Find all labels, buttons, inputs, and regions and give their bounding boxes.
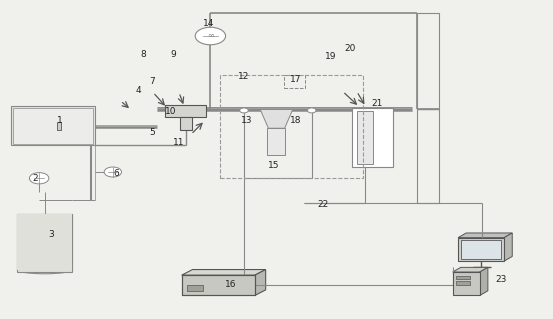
Bar (181, 275, 255, 295)
Polygon shape (458, 233, 512, 238)
Text: 16: 16 (225, 280, 236, 289)
Text: 13: 13 (241, 116, 252, 125)
Text: ∞: ∞ (207, 31, 214, 40)
Text: 22: 22 (317, 200, 328, 209)
Text: 21: 21 (371, 99, 383, 108)
Text: 12: 12 (238, 72, 249, 81)
Polygon shape (181, 270, 265, 275)
Bar (452, 272, 480, 295)
Text: 11: 11 (173, 138, 185, 147)
Polygon shape (480, 267, 488, 295)
Text: 19: 19 (325, 52, 336, 61)
Bar (418, 12, 439, 203)
Bar (456, 276, 470, 279)
Text: 20: 20 (344, 44, 356, 53)
Bar (18, 214, 72, 270)
Bar (357, 111, 373, 164)
Bar (18, 214, 72, 272)
Text: 4: 4 (135, 86, 141, 95)
Bar (180, 117, 192, 130)
Bar (11, 106, 95, 145)
Text: 10: 10 (165, 107, 176, 115)
Text: 8: 8 (141, 50, 147, 59)
Text: 3: 3 (49, 230, 54, 239)
Text: 5: 5 (149, 129, 155, 137)
Bar (456, 281, 470, 285)
Polygon shape (452, 267, 488, 272)
Circle shape (104, 167, 122, 177)
Text: 18: 18 (290, 116, 301, 125)
Circle shape (239, 108, 248, 113)
Bar (181, 275, 255, 295)
Polygon shape (255, 270, 265, 295)
Text: 14: 14 (203, 19, 215, 28)
Polygon shape (260, 109, 293, 128)
Text: 9: 9 (171, 50, 176, 59)
Bar (284, 75, 305, 88)
Bar (165, 105, 206, 117)
Text: 15: 15 (268, 161, 279, 170)
Circle shape (195, 27, 226, 45)
Text: 7: 7 (149, 77, 155, 86)
Text: 2: 2 (33, 174, 38, 183)
Bar (187, 285, 204, 291)
Circle shape (29, 173, 49, 184)
Circle shape (307, 108, 316, 113)
Bar (57, 122, 61, 130)
Bar (461, 240, 501, 259)
Bar (267, 128, 285, 155)
Bar (458, 238, 504, 261)
Text: 6: 6 (114, 169, 119, 178)
Text: 23: 23 (495, 275, 507, 284)
Bar (220, 75, 363, 178)
Bar (352, 108, 393, 167)
Polygon shape (504, 233, 512, 261)
Text: 17: 17 (290, 75, 301, 84)
Bar (13, 108, 93, 144)
Text: 1: 1 (57, 116, 62, 125)
